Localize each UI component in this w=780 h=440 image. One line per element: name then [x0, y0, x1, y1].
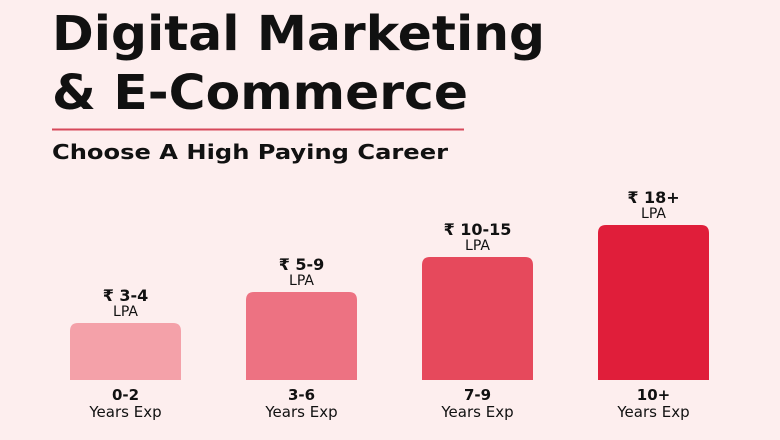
range-label: 0-2: [112, 386, 139, 404]
subtitle: Choose A High Paying Career: [52, 140, 448, 164]
range-caption: Years Exp: [88, 403, 161, 421]
title-line: Digital Marketing: [52, 6, 545, 62]
range-label: 7-9: [464, 386, 491, 404]
bar-amount: ₹ 5-9: [279, 255, 325, 274]
bar: [70, 323, 181, 380]
bar: [246, 292, 357, 380]
bar-amount: ₹ 18+: [627, 188, 679, 207]
range-caption: Years Exp: [616, 403, 689, 421]
range-label: 10+: [637, 386, 670, 404]
range-label: 3-6: [288, 386, 315, 404]
bar-unit: LPA: [465, 238, 490, 254]
range-caption: Years Exp: [264, 403, 337, 421]
title-line: & E-Commerce: [52, 65, 468, 121]
range-caption: Years Exp: [440, 403, 513, 421]
bar-amount: ₹ 3-4: [103, 286, 149, 305]
bar-unit: LPA: [641, 206, 666, 222]
bar: [598, 225, 709, 380]
bar-unit: LPA: [289, 273, 314, 289]
bar: [422, 257, 533, 380]
bar-unit: LPA: [113, 304, 138, 320]
bar-amount: ₹ 10-15: [444, 220, 512, 239]
